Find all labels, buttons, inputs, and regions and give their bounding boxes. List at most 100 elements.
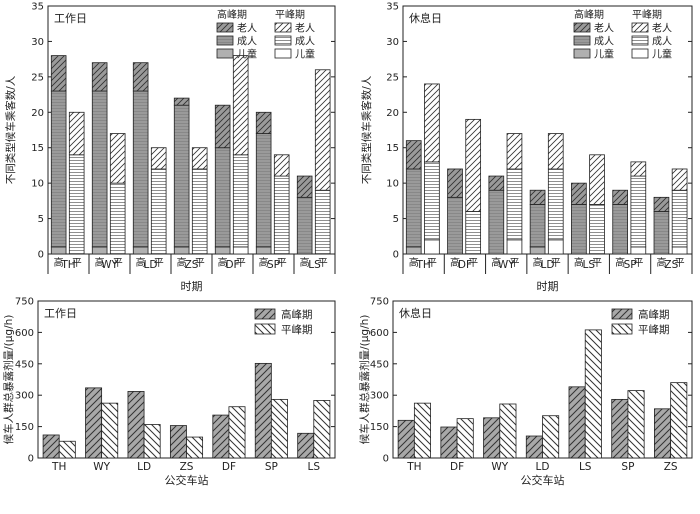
legend-swatch-peak — [216, 35, 234, 46]
category-label: DF — [225, 259, 239, 271]
category-label: SP — [265, 461, 278, 473]
bar-offpeak-segment — [109, 133, 126, 184]
category-label: ZS — [185, 259, 199, 271]
period-label-peak: 高 — [218, 256, 228, 269]
panel-label: 工作日 — [54, 12, 87, 25]
legend-label-peak: 老人 — [594, 22, 614, 35]
bar-peak — [169, 425, 187, 459]
y-tick-label: 25 — [31, 72, 44, 83]
bar-peak-segment — [296, 196, 313, 255]
bar-offpeak-segment — [506, 239, 523, 255]
legend-title-offpeak: 平峰期 — [632, 9, 662, 21]
bar-peak-segment — [91, 246, 108, 255]
category-label: WY — [491, 461, 508, 473]
legend-label-peak: 儿童 — [237, 48, 257, 61]
bar-offpeak — [627, 390, 645, 459]
y-tick-label: 30 — [386, 37, 399, 48]
legend-swatch-peak — [254, 308, 276, 320]
bar-offpeak — [143, 424, 161, 459]
period-label-offpeak: 平 — [72, 258, 82, 269]
category-label: LS — [583, 259, 596, 271]
period-label-offpeak: 平 — [236, 258, 246, 269]
bar-offpeak — [413, 402, 431, 459]
y-tick-label: 35 — [386, 2, 399, 13]
bar-offpeak-segment — [314, 189, 331, 255]
category-label: TH — [60, 259, 75, 271]
period-label-peak: 高 — [574, 256, 584, 269]
period-label-peak: 高 — [95, 256, 105, 269]
legend-label-peak: 成人 — [237, 36, 257, 48]
bar-peak — [85, 387, 103, 459]
bar-peak-segment — [529, 203, 546, 248]
x-axis-label: 时期 — [537, 280, 559, 293]
legend-label-offpeak: 老人 — [295, 22, 315, 35]
chart-bottom-right: 0 150 300 450 600 750 候车人群总暴露剂量/(μg/h) 公交车站 休息日 T… — [358, 297, 693, 487]
period-label-offpeak: 平 — [509, 258, 519, 269]
bar-offpeak-segment — [150, 147, 167, 170]
panel-label: 休息日 — [399, 306, 432, 320]
chart-top-right: 05101520253035不同类型候车乘客数/人时期休息日高 平TH 高平DF 高平… — [360, 2, 693, 293]
bar-peak-segment — [255, 133, 272, 248]
y-tick-label: 15 — [31, 143, 44, 154]
chart-top-left: 05101520253035不同类型候车乘客数/人时期工作日高 平TH 高平WY 高平… — [4, 2, 336, 293]
period-label-peak: 高 — [450, 256, 460, 269]
legend-label-offpeak: 老人 — [652, 22, 672, 35]
bar-peak-segment — [529, 246, 546, 255]
bar-peak — [483, 417, 501, 459]
category-label: LD — [137, 461, 151, 473]
bar-peak-segment — [214, 104, 231, 149]
bar-offpeak-segment — [273, 175, 290, 255]
period-label-peak: 高 — [54, 256, 64, 269]
category-label: DF — [222, 461, 236, 473]
bar-offpeak-segment — [150, 168, 167, 255]
bar-offpeak-segment — [547, 168, 564, 241]
y-tick-label: 600 — [370, 328, 389, 339]
bar-peak-segment — [488, 189, 505, 255]
bar-offpeak-segment — [547, 133, 564, 170]
period-label-peak: 高 — [491, 256, 501, 269]
bar-peak-segment — [571, 203, 587, 255]
y-tick-label: 150 — [370, 422, 389, 433]
bar-peak-segment — [50, 55, 67, 92]
bar-offpeak-segment — [671, 168, 688, 191]
y-tick-label: 750 — [370, 297, 389, 308]
bar-peak-segment — [612, 203, 628, 255]
y-tick-label: 0 — [393, 250, 399, 261]
legend-swatch-offpeak — [274, 48, 292, 59]
bar-offpeak-segment — [589, 203, 605, 255]
period-label-offpeak: 平 — [154, 258, 164, 269]
category-label: LD — [144, 259, 158, 271]
bar-peak-segment — [173, 104, 190, 248]
legend-swatch-offpeak — [631, 48, 649, 59]
bar-offpeak — [584, 329, 602, 459]
legend-label-peak: 儿童 — [594, 48, 614, 61]
y-tick-label: 30 — [31, 37, 44, 48]
period-label-peak: 高 — [136, 256, 146, 269]
bar-peak-segment — [405, 168, 422, 248]
category-label: ZS — [664, 461, 678, 473]
y-tick-label: 300 — [15, 391, 34, 402]
legend-swatch-offpeak — [631, 35, 649, 46]
bar-offpeak-segment — [68, 154, 85, 255]
bar-peak-segment — [653, 196, 670, 212]
panel-label: 工作日 — [44, 307, 77, 320]
legend-swatch-peak — [611, 308, 633, 320]
bar-peak-segment — [50, 90, 67, 248]
category-label: DF — [450, 461, 464, 473]
category-label: WY — [93, 461, 110, 473]
category-label: LS — [579, 461, 592, 473]
bar-offpeak — [186, 436, 204, 459]
period-label-offpeak: 平 — [427, 258, 437, 269]
bar-peak — [568, 386, 586, 459]
legend-label-offpeak: 成人 — [295, 36, 315, 48]
legend-swatch-offpeak — [631, 22, 649, 33]
legend-label-offpeak: 儿童 — [295, 48, 315, 61]
period-label-offpeak: 平 — [633, 258, 643, 269]
y-axis-label: 不同类型候车乘客数/人 — [360, 75, 373, 184]
legend-swatch-peak — [216, 48, 234, 59]
bar-offpeak — [228, 406, 246, 459]
bar-offpeak-segment — [547, 239, 564, 255]
category-label: ZS — [180, 461, 194, 473]
y-tick-label: 35 — [31, 2, 44, 13]
